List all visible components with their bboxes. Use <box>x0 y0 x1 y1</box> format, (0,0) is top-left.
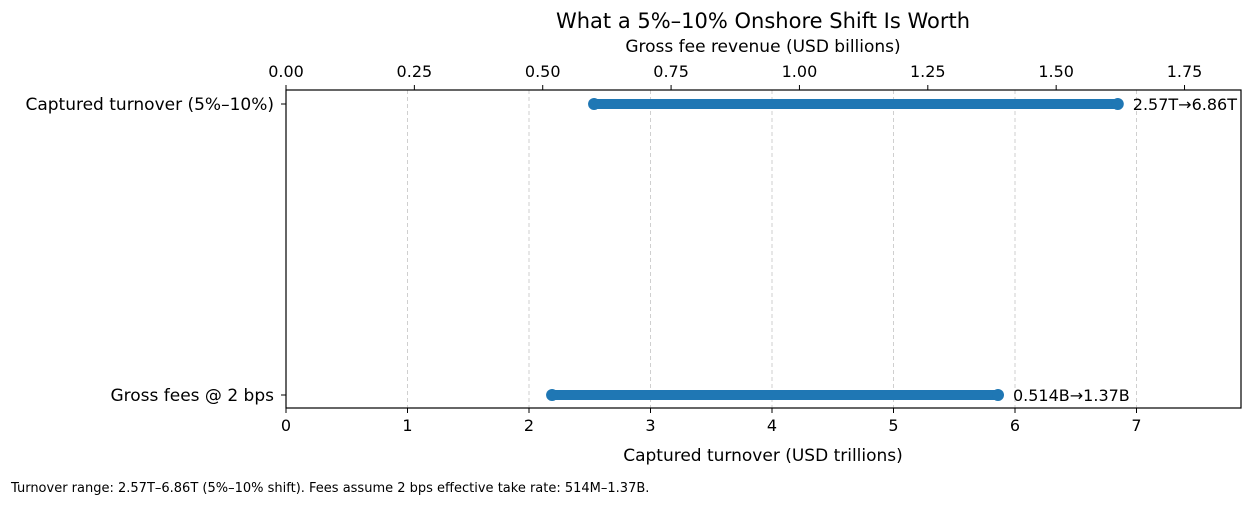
x2-tick-label: 1.25 <box>910 62 946 81</box>
x2-tick-label: 0.00 <box>268 62 304 81</box>
range-end-point <box>1111 98 1124 110</box>
footnote: Turnover range: 2.57T–6.86T (5%–10% shif… <box>11 481 650 496</box>
chart-title: What a 5%–10% Onshore Shift Is Worth <box>556 9 970 33</box>
x2-tick-label: 0.50 <box>525 62 561 81</box>
x-tick-label: 6 <box>1010 416 1020 435</box>
x2-tick-label: 1.50 <box>1038 62 1074 81</box>
bottom-axis-label: Captured turnover (USD trillions) <box>623 446 903 466</box>
category-label: Gross fees @ 2 bps <box>110 386 274 406</box>
range-start-point <box>588 98 601 110</box>
x2-tick-label: 0.25 <box>397 62 433 81</box>
x-tick-label: 4 <box>767 416 777 435</box>
x-tick-label: 3 <box>645 416 655 435</box>
x2-tick-label: 1.00 <box>782 62 818 81</box>
tick-layer: 0 1 2 3 4 5 6 7 0.00 0.25 0.50 0.75 1.00 1.25 1.50 1.75… <box>25 62 1202 435</box>
x-tick-label: 0 <box>281 416 291 435</box>
x-tick-label: 7 <box>1131 416 1141 435</box>
grid-layer <box>407 90 1138 408</box>
range-value-label: 0.514B→1.37B <box>1013 386 1130 405</box>
x-tick-label: 2 <box>524 416 534 435</box>
x-tick-label: 5 <box>888 416 898 435</box>
range-layer: 2.57T→6.86T 0.514B→1.37B <box>546 95 1237 405</box>
range-end-point <box>991 389 1004 401</box>
x2-tick-label: 1.75 <box>1167 62 1203 81</box>
category-label: Captured turnover (5%–10%) <box>25 95 274 115</box>
top-axis-label: Gross fee revenue (USD billions) <box>625 37 900 57</box>
plot-frame <box>285 89 1242 409</box>
range-start-point <box>546 389 559 401</box>
range-value-label: 2.57T→6.86T <box>1133 95 1237 114</box>
x2-tick-label: 0.75 <box>653 62 689 81</box>
x-tick-label: 1 <box>402 416 412 435</box>
